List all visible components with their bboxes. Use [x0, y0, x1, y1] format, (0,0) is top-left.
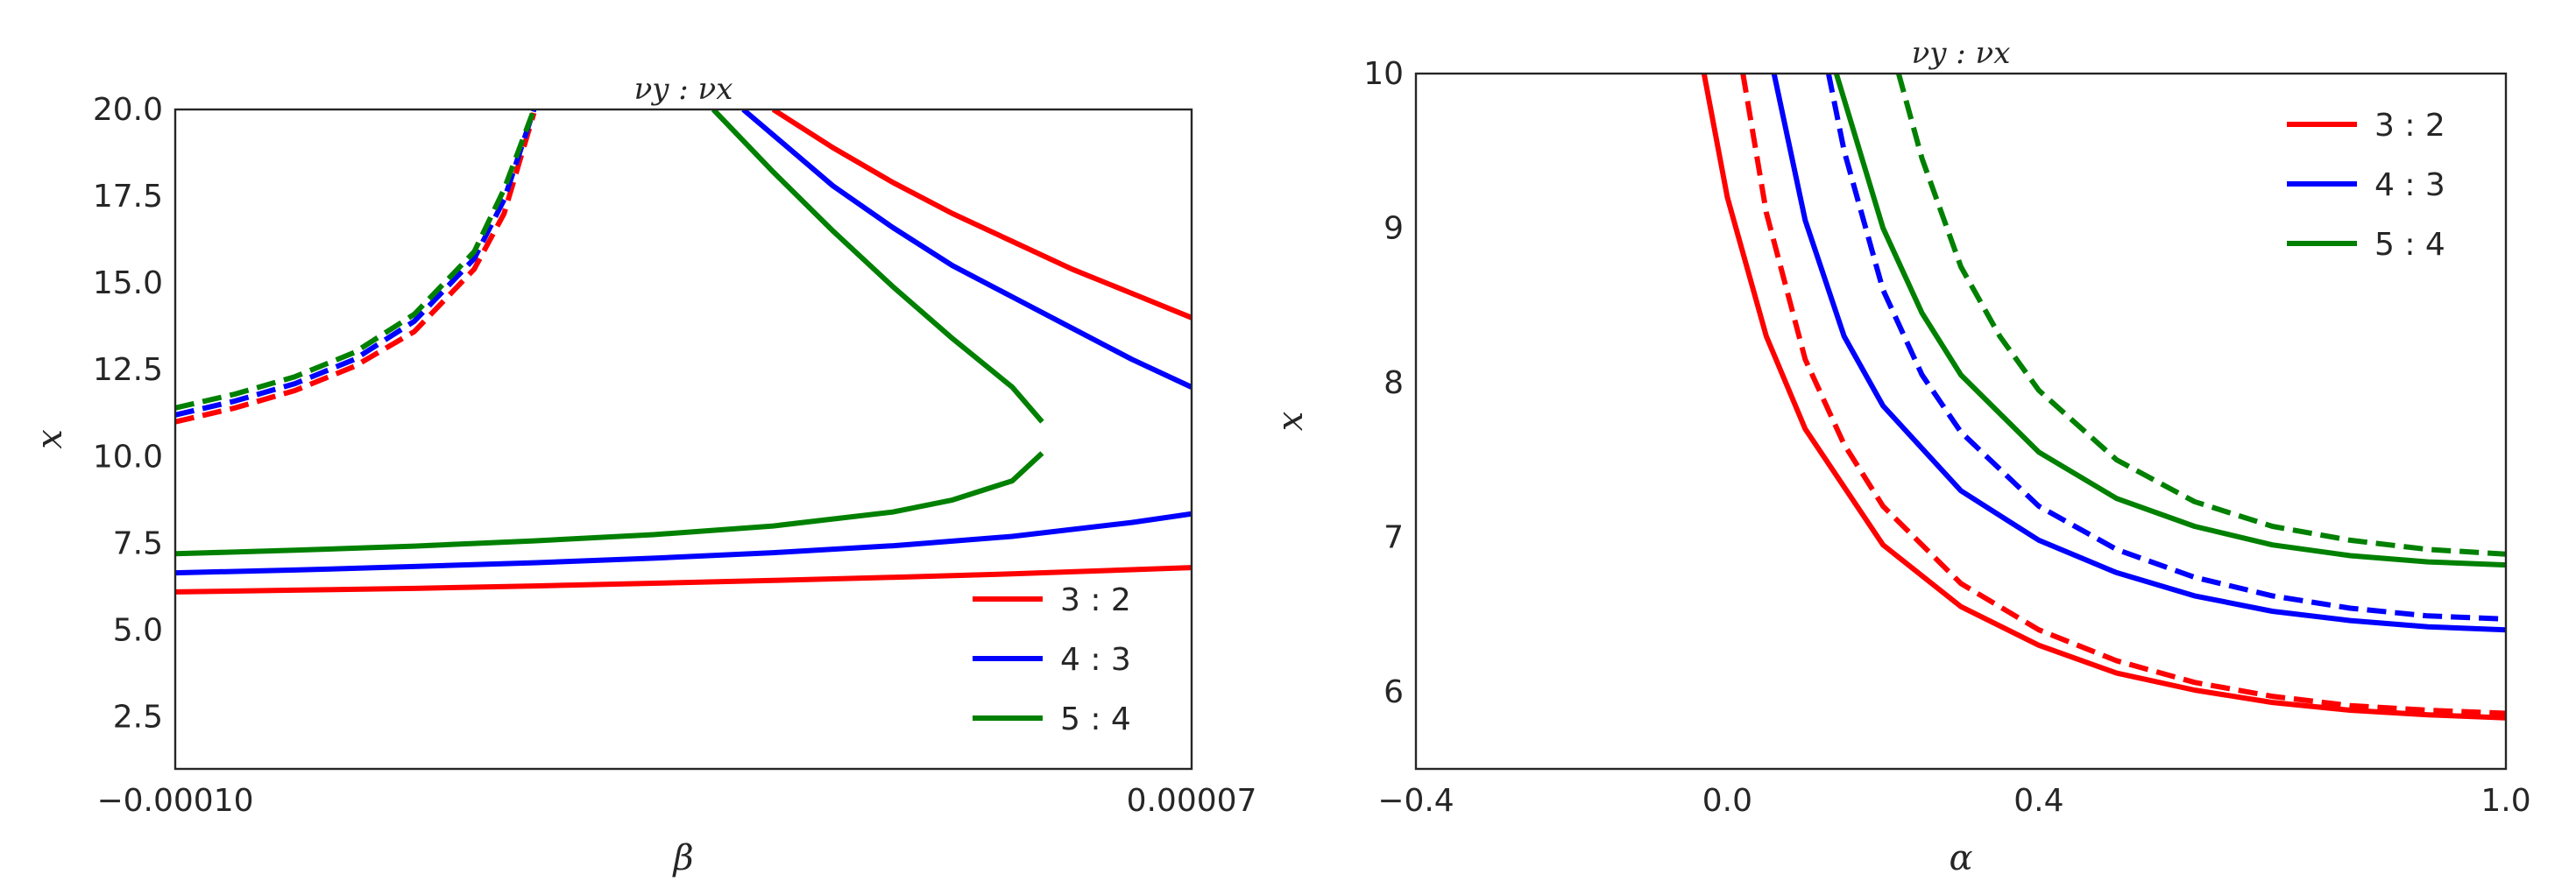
y-tick-label: 20.0: [93, 92, 163, 128]
x-tick-label: −0.4: [1377, 783, 1454, 819]
axes-frame: [173, 108, 1193, 771]
series-line-7: [711, 109, 1044, 424]
legend-label: 5 : 4: [2374, 227, 2445, 263]
x-tick-label: 0.0: [1702, 783, 1752, 819]
y-tick-label: 10.0: [93, 439, 163, 475]
x-axis-label: β: [671, 838, 693, 878]
series-line-3: [175, 511, 1192, 576]
series-line-0: [175, 565, 1192, 595]
series-line-5: [175, 109, 537, 418]
x-tick-label: 0.4: [2013, 783, 2063, 819]
series-line-5: [1896, 74, 2506, 557]
chart-title: νy : νx: [1912, 36, 2011, 71]
legend: 3 : 2 4 : 3 5 : 4: [973, 582, 1131, 737]
x-tick-label: 0.00007: [1127, 783, 1257, 819]
y-tick-label: 17.5: [93, 179, 163, 215]
legend-label: 4 : 3: [2374, 167, 2445, 203]
legend-label: 5 : 4: [1060, 701, 1131, 737]
y-axis-label: x: [30, 429, 70, 449]
y-tick-label: 12.5: [93, 352, 163, 388]
series-line-6: [175, 451, 1044, 557]
axes-frame: [1414, 72, 2508, 771]
chart-title: νy : νx: [634, 72, 733, 107]
plot-lines: [175, 109, 1192, 595]
y-tick-label: 15.0: [93, 265, 163, 301]
legend-label: 3 : 2: [1060, 582, 1131, 618]
series-line-1: [1740, 74, 2506, 716]
y-tick-label: 10: [1363, 56, 1404, 92]
panel-alpha: −0.4 0.0 0.4 1.0 6 7 8 9 10 νy : νx α x 3 : 2 4 : 3 5 …: [1270, 36, 2531, 878]
y-tick-label: 6: [1384, 674, 1404, 710]
plot-lines: [1701, 74, 2506, 721]
y-tick-label: 8: [1384, 365, 1404, 401]
y-tick-label: 9: [1384, 210, 1404, 246]
series-line-4: [741, 109, 1192, 390]
panel-beta: −0.00010 0.00007 2.5 5.0 7.5 10.0 12.5 15.0 17.5…: [30, 72, 1256, 878]
series-line-1: [771, 109, 1192, 321]
y-tick-label: 7: [1384, 519, 1404, 555]
y-tick-label: 2.5: [113, 700, 163, 736]
legend-label: 4 : 3: [1060, 642, 1131, 678]
x-tick-label: 1.0: [2480, 783, 2530, 819]
x-axis-label: α: [1949, 838, 1972, 878]
legend-label: 3 : 2: [2374, 108, 2445, 144]
legend: 3 : 2 4 : 3 5 : 4: [2287, 108, 2445, 263]
series-line-3: [1825, 74, 2506, 622]
series-line-0: [1701, 74, 2506, 721]
y-axis-label: x: [1270, 412, 1311, 432]
series-line-2: [1771, 74, 2506, 633]
x-tick-label: −0.00010: [96, 783, 253, 819]
y-tick-label: 5.0: [113, 612, 163, 648]
series-line-4: [1833, 74, 2506, 568]
y-tick-label: 7.5: [113, 525, 163, 561]
series-line-8: [175, 109, 537, 411]
series-line-2: [175, 112, 537, 425]
